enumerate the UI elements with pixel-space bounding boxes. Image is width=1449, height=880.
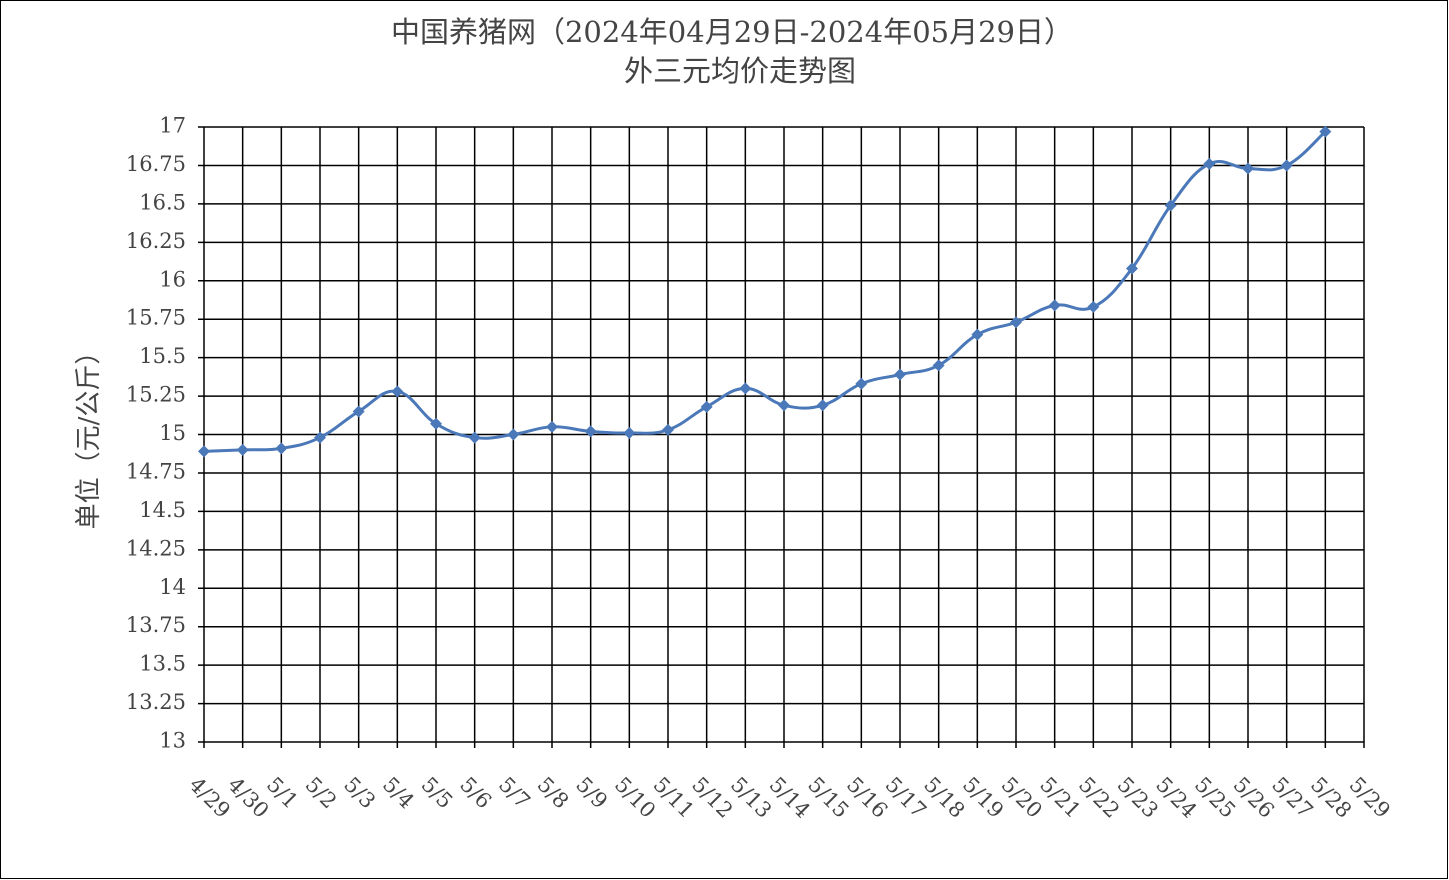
data-point <box>816 399 829 412</box>
data-point <box>778 399 790 412</box>
data-point <box>1164 199 1177 212</box>
data-point <box>1126 262 1138 275</box>
data-point <box>236 443 249 456</box>
data-point <box>1203 157 1216 170</box>
data-point <box>546 420 558 433</box>
data-point <box>700 400 713 413</box>
y-tick-label: 13.5 <box>139 652 186 676</box>
data-point <box>198 445 210 458</box>
data-point <box>971 328 984 341</box>
data-point <box>894 368 906 381</box>
chart-subtitle: 外三元均价走势图 <box>624 54 856 88</box>
y-tick-label: 16.5 <box>139 190 186 214</box>
y-tick-label: 16 <box>159 267 186 291</box>
data-point <box>275 442 288 455</box>
data-point <box>739 382 752 395</box>
data-point <box>855 377 868 390</box>
data-point <box>468 431 481 444</box>
data-point <box>623 426 636 439</box>
y-tick-label: 15 <box>159 421 186 445</box>
y-tick-label: 13 <box>159 729 186 753</box>
chart-title: 中国养猪网（2024年04月29日-2024年05月29日） <box>391 15 1073 49</box>
y-tick-label: 14.75 <box>126 459 186 483</box>
data-point <box>314 431 326 444</box>
data-point <box>1280 159 1293 172</box>
y-tick-label: 16.25 <box>126 229 186 253</box>
y-tick-label: 16.75 <box>126 152 186 176</box>
data-point <box>1048 299 1061 312</box>
y-tick-label: 13.25 <box>126 690 186 714</box>
data-point <box>391 385 404 398</box>
y-tick-label: 15.75 <box>126 306 186 330</box>
y-tick-label: 14 <box>159 575 186 599</box>
y-tick-label: 14.25 <box>126 536 186 560</box>
data-point <box>352 405 365 418</box>
data-point <box>584 425 597 438</box>
data-point <box>1242 162 1254 175</box>
y-tick-label: 15.25 <box>126 383 186 407</box>
y-tick-label: 14.5 <box>139 498 186 522</box>
data-point <box>1010 316 1022 329</box>
y-axis-label: 单位（元/公斤） <box>74 339 104 530</box>
data-point <box>932 359 945 372</box>
data-point <box>1319 125 1332 138</box>
data-point <box>430 417 442 430</box>
data-point <box>1087 300 1100 313</box>
data-point <box>662 423 674 436</box>
y-tick-label: 13.75 <box>126 613 186 637</box>
y-tick-label: 17 <box>159 114 186 138</box>
data-point <box>507 428 520 441</box>
y-tick-label: 15.5 <box>139 344 186 368</box>
